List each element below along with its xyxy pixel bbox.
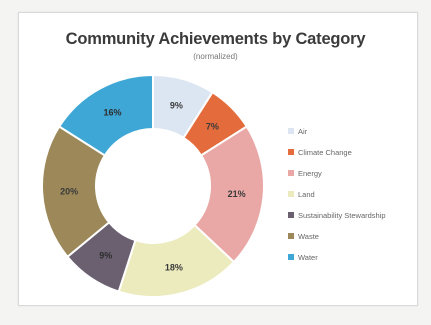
legend-swatch-air: [288, 128, 294, 134]
legend-label-climate-change: Climate Change: [298, 148, 352, 157]
data-label-water: 16%: [104, 107, 122, 117]
legend-label-waste: Waste: [298, 232, 319, 241]
legend-swatch-sustainability-stewardship: [288, 212, 294, 218]
legend-label-water: Water: [298, 253, 318, 262]
data-label-sustainability-stewardship: 9%: [99, 250, 112, 260]
chart-legend: Air Climate Change Energy Land Sustainabilit…: [288, 127, 386, 262]
legend-swatch-energy: [288, 170, 294, 176]
chart-subtitle: (normalized): [193, 52, 238, 61]
data-labels: 9% 7% 21% 18% 9% 20% 16%: [60, 100, 245, 272]
legend-swatch-climate-change: [288, 149, 294, 155]
legend-swatch-water: [288, 254, 294, 260]
data-label-air: 9%: [170, 100, 183, 110]
legend-label-energy: Energy: [298, 169, 322, 178]
data-label-land: 18%: [165, 262, 183, 272]
slice-water: [57, 73, 154, 157]
donut-slices: [41, 73, 265, 298]
legend-swatch-land: [288, 191, 294, 197]
data-label-waste: 20%: [60, 186, 78, 196]
data-label-energy: 21%: [228, 189, 246, 199]
slice-energy: [193, 125, 265, 264]
legend-label-land: Land: [298, 190, 315, 199]
legend-swatch-waste: [288, 233, 294, 239]
chart-title: Community Achievements by Category: [65, 30, 366, 48]
legend-label-air: Air: [298, 127, 308, 136]
legend-label-sustainability-stewardship: Sustainability Stewardship: [298, 211, 386, 220]
data-label-climate-change: 7%: [206, 122, 219, 132]
